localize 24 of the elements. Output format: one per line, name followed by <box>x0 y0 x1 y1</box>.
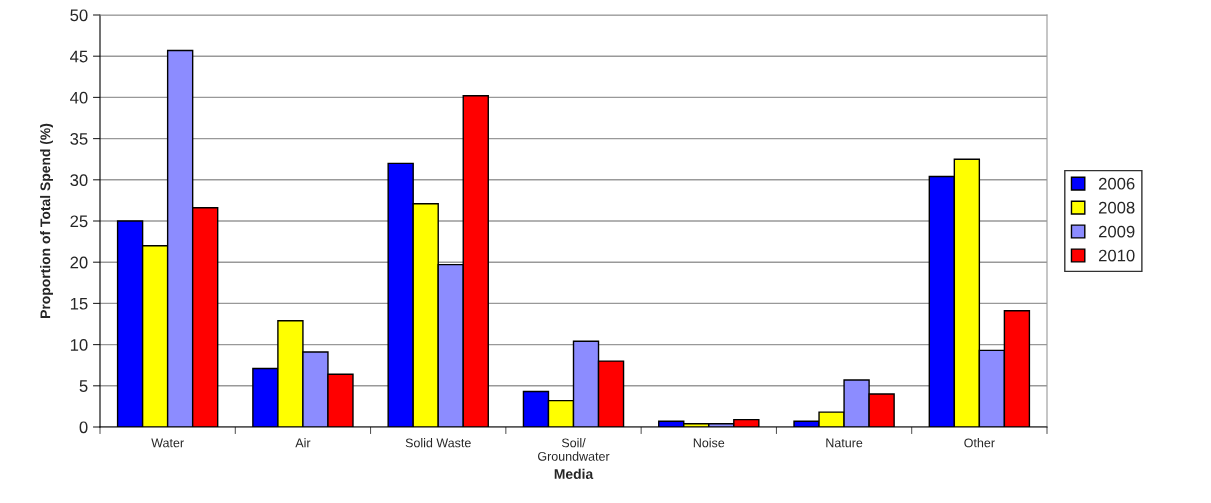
y-tick-label: 40 <box>70 91 88 104</box>
legend-label: 2008 <box>1098 201 1135 214</box>
x-tick-label: Solid Waste <box>405 438 471 448</box>
x-tick-label: Air <box>295 438 311 448</box>
y-tick-label: 10 <box>70 339 88 351</box>
y-tick-label: 15 <box>70 297 88 310</box>
y-tick-label: 20 <box>70 256 88 269</box>
x-tick-label: Water <box>151 438 184 448</box>
legend-label: 2010 <box>1098 249 1135 262</box>
y-tick-label: 35 <box>70 133 88 145</box>
y-tick-label: 25 <box>70 215 88 228</box>
y-tick-label: 30 <box>70 174 88 186</box>
y-axis-title: Proportion of Total Spend (%) <box>40 123 53 318</box>
x-axis-title: Media <box>554 468 594 479</box>
legend-label: 2009 <box>1098 225 1135 238</box>
y-tick-label: 45 <box>70 50 88 63</box>
y-tick-label: 50 <box>70 9 88 22</box>
x-tick-label: Nature <box>826 438 863 448</box>
y-tick-label: 5 <box>79 380 88 392</box>
x-tick-label: Soil/ Groundwater <box>538 438 610 461</box>
y-tick-label: 0 <box>79 421 88 434</box>
x-tick-label: Noise <box>693 438 725 448</box>
legend-label: 2006 <box>1098 177 1135 190</box>
x-tick-label: Other <box>964 438 995 448</box>
